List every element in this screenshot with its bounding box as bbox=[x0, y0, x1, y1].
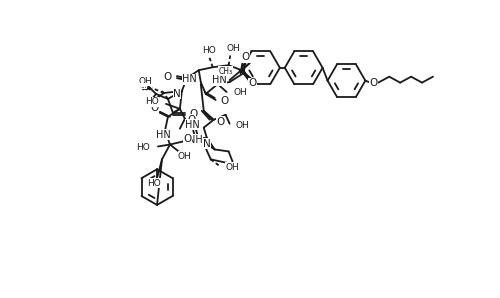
Text: OH: OH bbox=[226, 163, 239, 172]
Text: OH: OH bbox=[178, 152, 192, 161]
Text: HN: HN bbox=[182, 74, 197, 84]
Text: HN: HN bbox=[156, 130, 170, 139]
Text: O: O bbox=[150, 103, 158, 113]
Text: O: O bbox=[188, 115, 196, 125]
Text: HO: HO bbox=[146, 97, 159, 106]
Text: ...: ... bbox=[140, 83, 147, 89]
Text: HO: HO bbox=[202, 46, 215, 55]
Text: N: N bbox=[173, 89, 181, 99]
Text: O: O bbox=[369, 77, 378, 88]
Text: O: O bbox=[216, 117, 225, 127]
Text: CH₃: CH₃ bbox=[218, 67, 232, 76]
Text: OH: OH bbox=[226, 44, 240, 53]
Text: N: N bbox=[203, 139, 210, 148]
Text: O: O bbox=[164, 72, 172, 82]
Text: OH: OH bbox=[234, 89, 247, 97]
Text: O: O bbox=[248, 78, 256, 88]
Text: O: O bbox=[184, 134, 192, 144]
Text: O: O bbox=[242, 52, 250, 62]
Text: HO: HO bbox=[147, 179, 161, 188]
Text: OH: OH bbox=[138, 77, 152, 86]
Text: HO: HO bbox=[136, 143, 150, 152]
Text: NH: NH bbox=[188, 134, 202, 145]
Text: OH: OH bbox=[236, 121, 250, 130]
Text: HN: HN bbox=[185, 120, 200, 130]
Text: O: O bbox=[190, 109, 198, 119]
Text: HN: HN bbox=[212, 75, 226, 85]
Text: O: O bbox=[220, 96, 229, 106]
